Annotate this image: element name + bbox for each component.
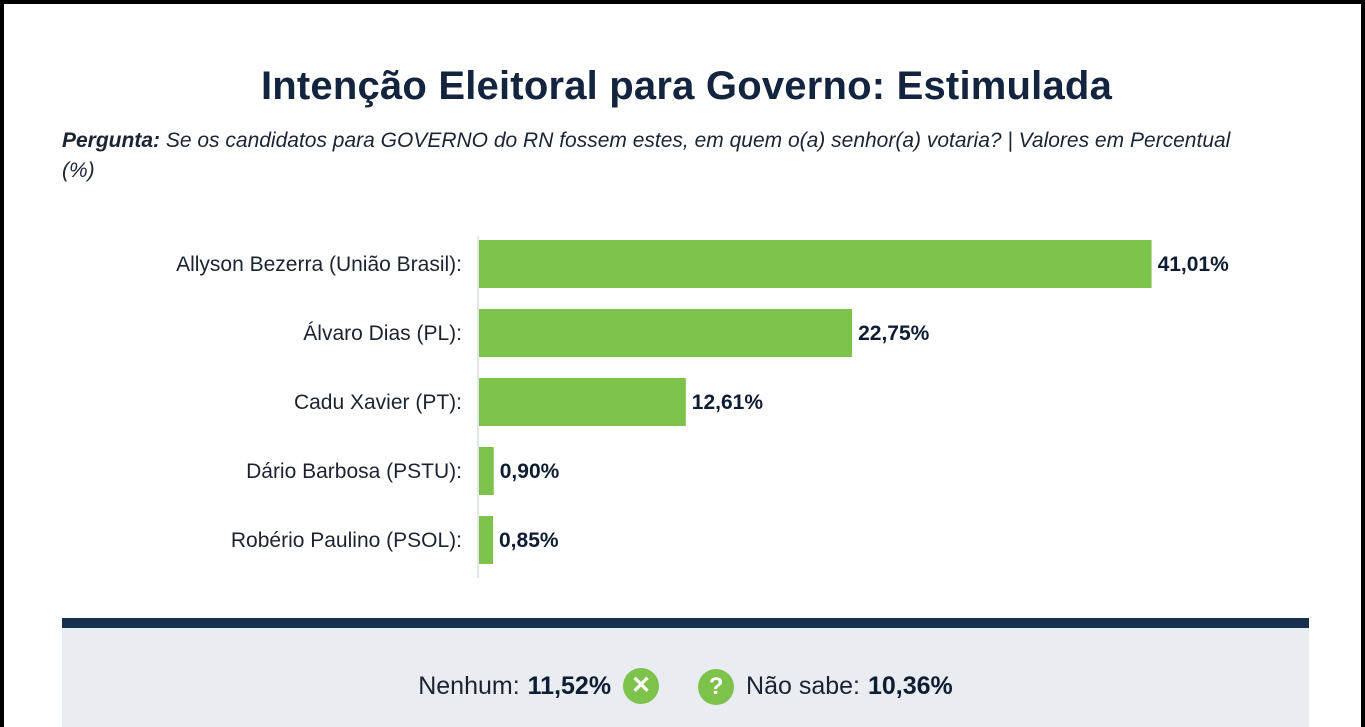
dont-know-value: 10,36% xyxy=(868,672,953,700)
x-circle-icon: ✕ xyxy=(623,668,660,704)
bar-chart: Allyson Bezerra (União Brasil): 41,01% Álv… xyxy=(176,236,1229,578)
bar xyxy=(479,378,686,426)
footer-none: Nenhum: 11,52% ✕ xyxy=(418,668,660,704)
question-circle-icon: ? xyxy=(698,668,735,705)
category-label: Robério Paulino (PSOL): xyxy=(231,529,462,552)
question-label: Pergunta: xyxy=(62,129,161,152)
category-label: Álvaro Dias (PL): xyxy=(303,322,462,345)
value-label: 22,75% xyxy=(858,322,930,345)
dont-know-label: Não sabe: xyxy=(746,672,860,700)
footer-content: Nenhum: 11,52% ✕ ? Não sabe: 10,36% xyxy=(62,668,1309,705)
none-label: Nenhum: xyxy=(418,671,520,700)
question-body: Se os candidatos para GOVERNO do RN foss… xyxy=(62,129,1231,182)
category-label: Allyson Bezerra (União Brasil): xyxy=(176,253,462,276)
value-label: 41,01% xyxy=(1158,253,1230,276)
value-label: 12,61% xyxy=(692,391,764,414)
value-label: 0,85% xyxy=(499,529,559,552)
bar xyxy=(479,516,493,564)
footer-panel: Nenhum: 11,52% ✕ ? Não sabe: 10,36% xyxy=(62,628,1309,727)
footer-divider xyxy=(62,618,1309,628)
bar xyxy=(479,309,853,357)
bar xyxy=(479,447,494,495)
bar xyxy=(479,240,1152,288)
category-label: Dário Barbosa (PSTU): xyxy=(246,460,462,483)
none-value: 11,52% xyxy=(527,671,612,700)
bars-group: Allyson Bezerra (União Brasil): 41,01% Álv… xyxy=(176,240,1229,564)
footer-dont-know: ? Não sabe: 10,36% xyxy=(698,668,953,705)
category-label: Cadu Xavier (PT): xyxy=(294,391,462,414)
value-label: 0,90% xyxy=(500,460,560,483)
infographic-frame: Intenção Eleitoral para Governo: Estimul… xyxy=(4,4,1361,727)
question-text: Pergunta: Se os candidatos para GOVERNO … xyxy=(62,126,1262,186)
chart-title: Intenção Eleitoral para Governo: Estimul… xyxy=(260,64,1113,108)
